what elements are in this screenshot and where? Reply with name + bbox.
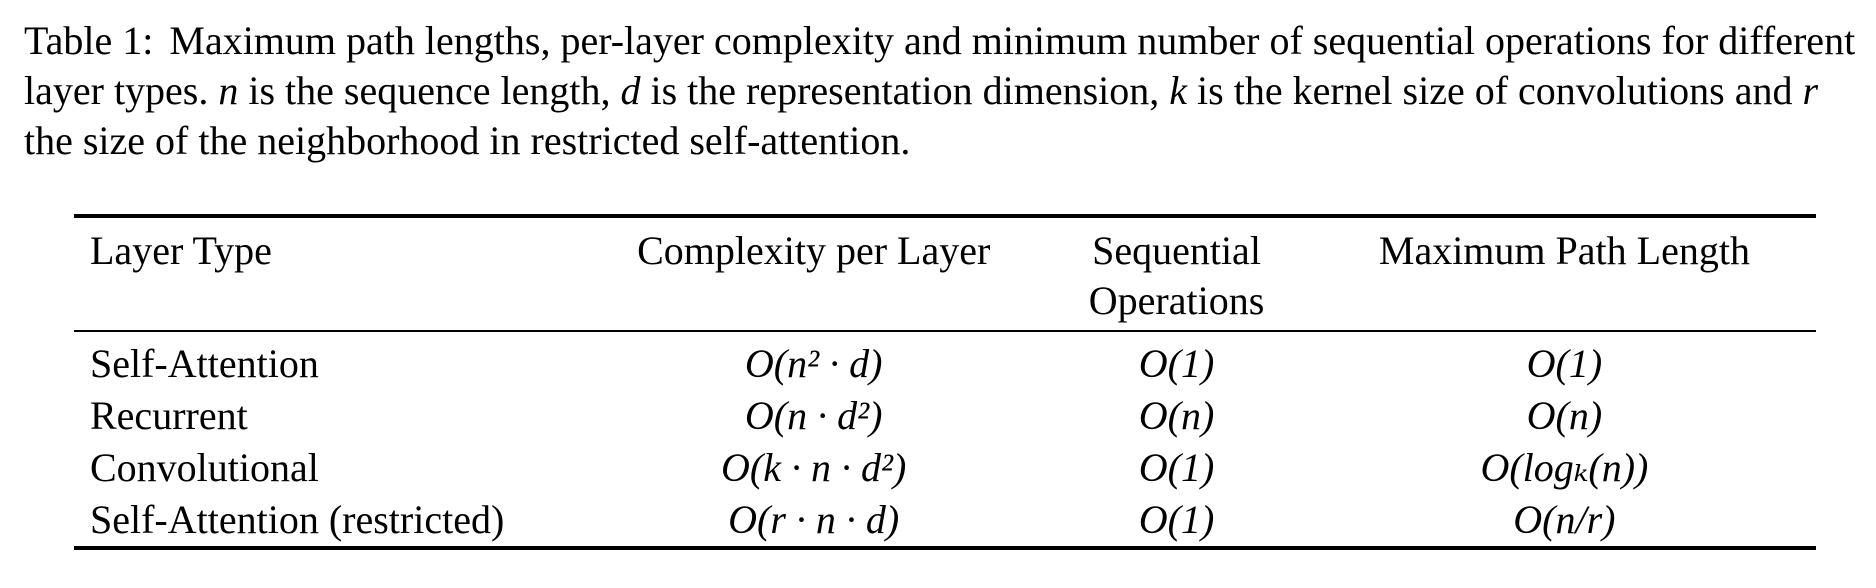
- complexity-table: Layer Type Complexity per Layer Sequenti…: [74, 214, 1816, 550]
- table-row: Self-Attention (restricted) O(r · n · d)…: [74, 494, 1816, 548]
- caption-text: is the sequence length,: [238, 68, 621, 113]
- header-layer-type: Layer Type: [90, 228, 272, 273]
- cell-layer-type: Convolutional: [90, 445, 319, 490]
- cell-max-path-length: O(n): [1526, 393, 1603, 438]
- table-row: Self-Attention O(n² · d) O(1) O(1): [74, 331, 1816, 390]
- cell-max-path-length: O(n/r): [1513, 497, 1616, 542]
- caption-text: is the kernel size of convolutions and: [1187, 68, 1803, 113]
- header-sequential-ops: Sequential Operations: [1088, 228, 1265, 323]
- header-complexity: Complexity per Layer: [637, 228, 991, 273]
- table-caption: Table 1: Maximum path lengths, per-layer…: [24, 16, 1864, 166]
- cell-complexity: O(n · d²): [744, 393, 883, 438]
- cell-max-path-length: O(logₖ(n)): [1480, 445, 1649, 490]
- caption-text: Maximum path lengths, per-layer complexi…: [24, 18, 1856, 113]
- cell-layer-type: Recurrent: [90, 393, 248, 438]
- cell-max-path-length: O(1): [1526, 341, 1603, 386]
- cell-sequential-ops: O(1): [1138, 497, 1215, 542]
- cell-sequential-ops: O(1): [1138, 341, 1215, 386]
- cell-sequential-ops: O(n): [1138, 393, 1215, 438]
- cell-complexity: O(r · n · d): [728, 497, 900, 542]
- table-row: Recurrent O(n · d²) O(n) O(n): [74, 390, 1816, 442]
- cell-layer-type: Self-Attention: [90, 341, 319, 386]
- table-row: Convolutional O(k · n · d²) O(1) O(logₖ(…: [74, 442, 1816, 494]
- caption-var-d: d: [620, 68, 641, 113]
- cell-complexity: O(k · n · d²): [721, 445, 907, 490]
- cell-sequential-ops: O(1): [1138, 445, 1215, 490]
- caption-var-n: n: [218, 68, 239, 113]
- header-max-path-length: Maximum Path Length: [1378, 228, 1750, 273]
- cell-complexity: O(n² · d): [744, 341, 883, 386]
- cell-layer-type: Self-Attention (restricted): [90, 497, 505, 542]
- caption-var-r: r: [1802, 68, 1819, 113]
- table-header-row: Layer Type Complexity per Layer Sequenti…: [74, 216, 1816, 331]
- caption-var-k: k: [1169, 68, 1188, 113]
- caption-label: Table 1:: [24, 18, 154, 63]
- caption-text: the size of the neighborhood in restrict…: [24, 118, 911, 163]
- caption-text: is the representation dimension,: [640, 68, 1170, 113]
